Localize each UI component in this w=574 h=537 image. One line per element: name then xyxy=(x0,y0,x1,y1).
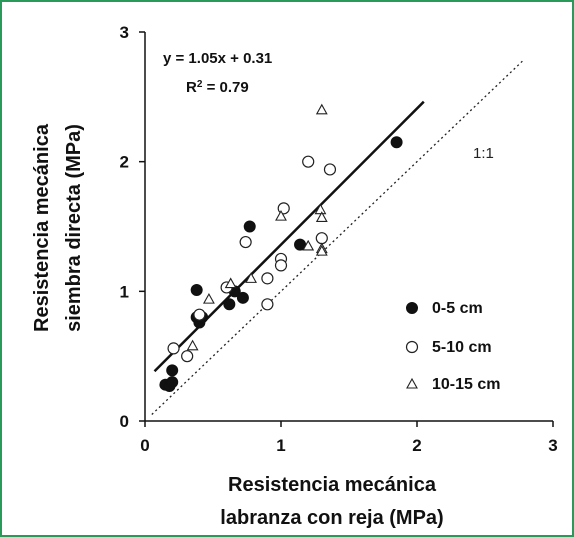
data-point xyxy=(323,163,337,176)
legend-marker xyxy=(405,340,419,354)
y-tick-label: 2 xyxy=(120,153,129,172)
data-point xyxy=(202,292,215,304)
y-tick-label: 3 xyxy=(120,23,129,42)
data-point xyxy=(193,308,206,321)
legend-label: 5-10 cm xyxy=(432,339,492,356)
x-tick-label: 1 xyxy=(276,436,285,455)
data-point xyxy=(275,209,287,221)
data-point xyxy=(315,103,328,115)
legend-label: 0-5 cm xyxy=(432,300,483,317)
data-point xyxy=(224,277,237,289)
data-point xyxy=(261,272,274,285)
regression-equation: y = 1.05x + 0.31 xyxy=(163,50,272,67)
y-axis-label-line-1: Resistencia mecánica xyxy=(31,123,53,332)
data-point xyxy=(236,291,249,304)
data-point xyxy=(190,284,203,297)
data-point xyxy=(239,235,252,249)
data-point xyxy=(166,376,179,389)
axis-ticks: 0 1 2 3 0 1 2 3 xyxy=(120,23,558,455)
data-point xyxy=(315,211,328,222)
data-point xyxy=(186,339,199,351)
data-point xyxy=(245,272,258,283)
data-point xyxy=(302,155,315,168)
x-tick-label: 0 xyxy=(140,436,149,455)
y-tick-label: 1 xyxy=(120,282,129,301)
data-point xyxy=(315,232,328,245)
legend-label: 10-15 cm xyxy=(432,376,501,393)
one-to-one-line xyxy=(151,60,524,415)
legend-marker xyxy=(406,377,418,389)
data-point xyxy=(274,259,288,272)
data-point xyxy=(302,239,315,251)
x-tick-label: 2 xyxy=(412,436,421,455)
data-point xyxy=(223,298,236,311)
data-point xyxy=(243,220,256,233)
x-axis-label-line-2: labranza con reja (MPa) xyxy=(220,507,443,529)
data-point xyxy=(167,342,180,355)
x-tick-label: 3 xyxy=(548,436,557,455)
data-point xyxy=(261,298,274,311)
y-axis-label-line-2: siembra directa (MPa) xyxy=(63,124,85,332)
x-axis-label-line-1: Resistencia mecánica xyxy=(228,474,437,496)
r-squared: R2 = 0.79 xyxy=(186,79,249,97)
data-points xyxy=(159,103,403,392)
data-point xyxy=(315,245,328,256)
legend-marker xyxy=(406,302,418,314)
reference-line-label: 1:1 xyxy=(473,145,494,162)
data-point xyxy=(181,350,194,363)
legend: 0-5 cm 5-10 cm 10-15 cm xyxy=(405,300,501,393)
y-tick-label: 0 xyxy=(120,412,129,431)
data-point xyxy=(166,364,179,377)
data-point xyxy=(390,136,403,149)
data-point xyxy=(314,203,327,215)
